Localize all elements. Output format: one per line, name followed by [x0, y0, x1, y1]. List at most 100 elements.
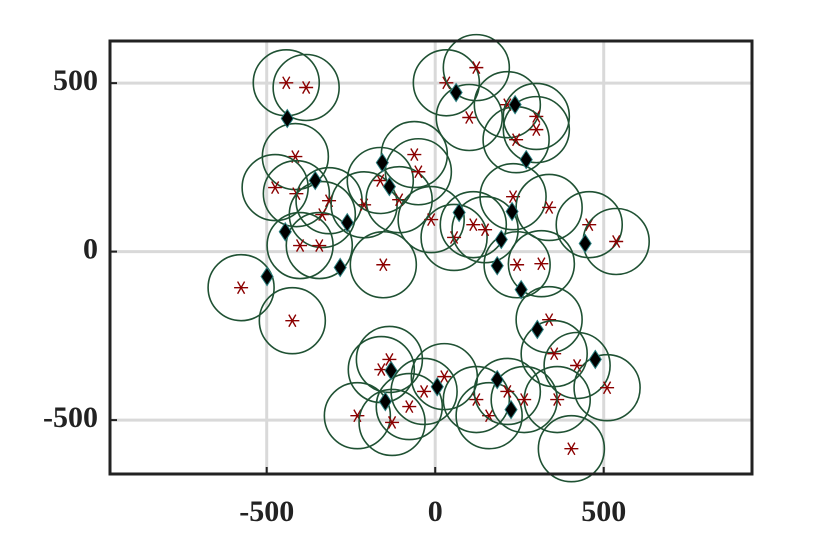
diamond-point: [514, 279, 528, 300]
asterisk: [542, 201, 557, 214]
point: [258, 286, 327, 355]
point: [272, 53, 340, 122]
asterisk: [510, 258, 525, 272]
point: [330, 170, 398, 239]
point: [346, 146, 415, 215]
diamond-point: [430, 376, 444, 397]
asterisk: [542, 313, 557, 327]
ring: [439, 190, 508, 259]
asterisk: [268, 181, 283, 195]
point: [207, 253, 275, 322]
ring: [420, 203, 488, 272]
diamond-point: [278, 221, 292, 242]
asterisk: [299, 81, 314, 94]
point: [442, 365, 511, 434]
ring: [266, 211, 334, 280]
asterisk: [437, 370, 452, 384]
ring: [390, 357, 458, 426]
x-tick-label: -500: [239, 495, 294, 528]
diamond-point: [378, 391, 392, 412]
point: [285, 211, 354, 280]
ring: [573, 353, 641, 422]
asterisk: [411, 165, 426, 179]
grid: [110, 41, 752, 474]
diamond-point: [382, 176, 396, 197]
point: [390, 357, 458, 426]
asterisk: [478, 223, 493, 237]
asterisk: [285, 314, 300, 328]
ring: [384, 137, 453, 206]
ring: [455, 381, 523, 450]
ring: [515, 173, 583, 242]
asterisk: [376, 258, 391, 272]
diamond-point: [505, 201, 519, 222]
asterisk: [582, 218, 597, 232]
ring: [515, 285, 583, 354]
asterisk: [564, 442, 579, 456]
diamond-point: [530, 319, 544, 340]
ring: [365, 165, 433, 234]
point: [358, 388, 426, 457]
point: [502, 82, 571, 151]
asterisk: [234, 281, 249, 295]
point: [502, 95, 571, 164]
ring: [346, 146, 415, 215]
plot-area: [207, 33, 650, 483]
asterisk: [529, 123, 544, 137]
point: [455, 381, 523, 450]
asterisk: [517, 393, 532, 406]
y-tick-label: 500: [53, 64, 98, 97]
point: [543, 331, 611, 400]
ring: [442, 365, 511, 434]
ring: [241, 153, 309, 222]
point: [507, 229, 576, 298]
ring: [502, 82, 571, 151]
point: [573, 353, 641, 422]
ring: [483, 230, 551, 299]
ring: [473, 70, 542, 139]
point: [515, 173, 583, 242]
asterisk: [407, 148, 422, 161]
ring: [479, 162, 547, 231]
ring: [507, 229, 576, 298]
diamond-point: [452, 202, 466, 223]
diamond-point: [494, 229, 508, 250]
point: [483, 230, 551, 299]
point: [439, 190, 508, 259]
ring: [473, 357, 542, 426]
ring: [262, 159, 331, 228]
asterisk: [279, 76, 294, 90]
ring: [502, 95, 571, 164]
point: [384, 137, 453, 206]
point: [266, 211, 334, 280]
diamond-point: [508, 94, 522, 115]
ring: [272, 53, 340, 122]
asterisk: [462, 111, 477, 124]
ring: [285, 211, 354, 280]
ring: [358, 388, 426, 457]
y-tick-label: 0: [83, 232, 98, 265]
asterisk: [373, 174, 388, 187]
diamond-point: [384, 360, 398, 381]
diamond-point: [260, 266, 274, 287]
asterisk: [500, 385, 515, 398]
diamond-point: [490, 369, 504, 390]
ring: [412, 48, 481, 117]
asterisk: [509, 133, 524, 147]
diamond-point: [588, 349, 602, 370]
point: [520, 319, 588, 388]
axes-frame: [108, 39, 754, 476]
point: [515, 285, 583, 354]
ring: [555, 190, 624, 259]
asterisk: [385, 416, 400, 429]
x-tick-label: 500: [581, 495, 626, 528]
point: [435, 83, 504, 152]
asterisk: [469, 61, 484, 75]
ring: [323, 381, 392, 450]
ring: [543, 331, 611, 400]
diamond-point: [375, 152, 389, 173]
point: [555, 190, 624, 259]
asterisk: [547, 347, 562, 361]
